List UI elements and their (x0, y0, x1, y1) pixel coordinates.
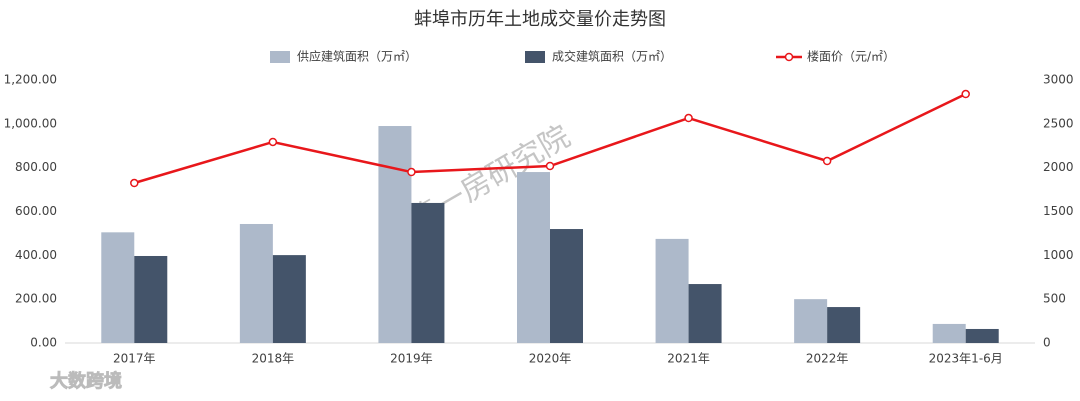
bar (517, 172, 550, 343)
chart-title: 蚌埠市历年土地成交量价走势图 (414, 9, 666, 30)
bar (794, 299, 828, 343)
y-tick-label: 400.00 (15, 248, 57, 262)
bar (550, 229, 583, 343)
line-marker (130, 178, 139, 188)
y2-tick-label: 1000 (1043, 248, 1074, 262)
y-tick-label: 0.00 (30, 336, 57, 350)
line-marker (684, 113, 693, 123)
bar (239, 223, 273, 343)
bar (272, 255, 306, 343)
line-marker (822, 156, 832, 166)
line-marker (407, 167, 416, 177)
legend-label: 成交建筑面积（万㎡） (552, 49, 672, 64)
bar (932, 323, 966, 343)
y2-tick-label: 0 (1043, 336, 1051, 350)
line-marker (268, 137, 278, 147)
y2-tick-label: 3000 (1043, 73, 1074, 87)
x-tick-label: 2019年 (390, 352, 433, 366)
x-tick-label: 2022年 (806, 352, 849, 366)
bar (378, 126, 412, 344)
y-tick-label: 1,000.00 (4, 116, 57, 130)
y2-tick-label: 1500 (1043, 204, 1074, 218)
bar (655, 238, 689, 343)
y2-tick-label: 2500 (1043, 116, 1074, 130)
bar (965, 328, 999, 343)
x-tick-label: 2018年 (252, 352, 295, 366)
legend-label: 楼面价（元/㎡） (807, 49, 895, 64)
y-tick-label: 600.00 (15, 204, 57, 218)
bar (827, 307, 861, 343)
y-tick-label: 200.00 (15, 292, 57, 306)
bar (101, 232, 135, 343)
x-tick-label: 2017年 (113, 352, 156, 366)
legend-marker (784, 52, 794, 62)
legend-swatch (270, 51, 290, 63)
watermark: 大数跨境 (50, 370, 122, 392)
bar (688, 284, 722, 343)
x-tick-label: 2021年 (667, 352, 710, 366)
bar (411, 202, 445, 343)
x-tick-label: 2023年1-6月 (929, 352, 1003, 366)
line-marker (961, 89, 970, 99)
legend-swatch (525, 51, 545, 63)
x-tick-label: 2020年 (529, 352, 572, 366)
bar (134, 255, 168, 343)
y-tick-label: 800.00 (15, 160, 57, 174)
y-tick-label: 1,200.00 (4, 73, 57, 87)
line-marker (545, 161, 555, 171)
y2-tick-label: 2000 (1043, 160, 1074, 174)
legend-label: 供应建筑面积（万㎡） (297, 49, 417, 64)
y2-tick-label: 500 (1043, 292, 1066, 306)
